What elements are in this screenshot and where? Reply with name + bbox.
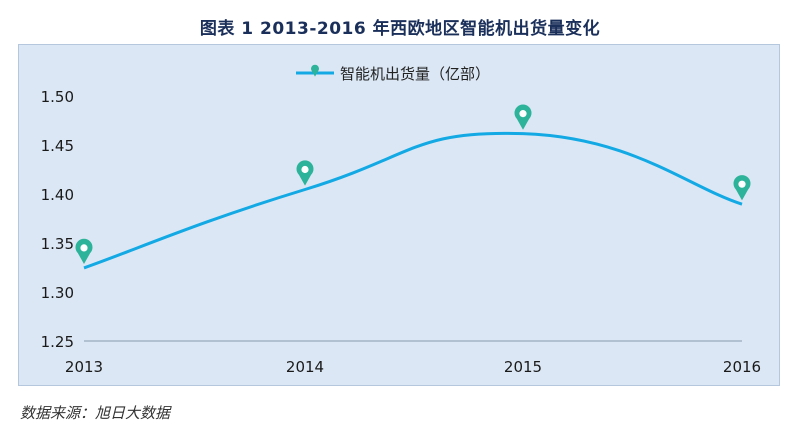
data-point-marker — [296, 160, 314, 186]
y-tick-label: 1.40 — [41, 186, 74, 204]
pin-center — [301, 165, 309, 174]
pin-center — [519, 110, 527, 118]
source-note: 数据来源：旭日大数据 — [20, 404, 171, 422]
legend: 智能机出货量（亿部） — [296, 64, 490, 83]
x-tick-label: 2015 — [504, 358, 542, 376]
y-tick-label: 1.30 — [41, 284, 74, 302]
x-tick-label: 2013 — [65, 358, 103, 376]
legend-label: 智能机出货量（亿部） — [340, 65, 490, 83]
chart-title: 图表 1 2013-2016 年西欧地区智能机出货量变化 — [199, 19, 601, 39]
data-point-marker — [514, 104, 532, 130]
x-tick-label: 2014 — [286, 358, 324, 376]
y-tick-label: 1.50 — [41, 88, 74, 106]
chart-panel — [18, 44, 780, 386]
legend-pin-icon — [311, 64, 319, 77]
series-line — [83, 131, 743, 270]
data-point-marker — [75, 238, 93, 265]
y-tick-label: 1.25 — [41, 333, 74, 351]
x-tick-label: 2016 — [723, 358, 761, 376]
x-axis: 2013 2014 2015 2016 — [65, 358, 761, 376]
y-axis: 1.50 1.45 1.40 1.35 1.30 1.25 — [41, 88, 74, 351]
data-markers — [75, 104, 751, 265]
pin-center — [738, 180, 746, 188]
y-tick-label: 1.45 — [41, 137, 74, 155]
pin-center — [80, 244, 88, 252]
data-point-marker — [733, 175, 751, 201]
y-tick-label: 1.35 — [41, 235, 74, 253]
